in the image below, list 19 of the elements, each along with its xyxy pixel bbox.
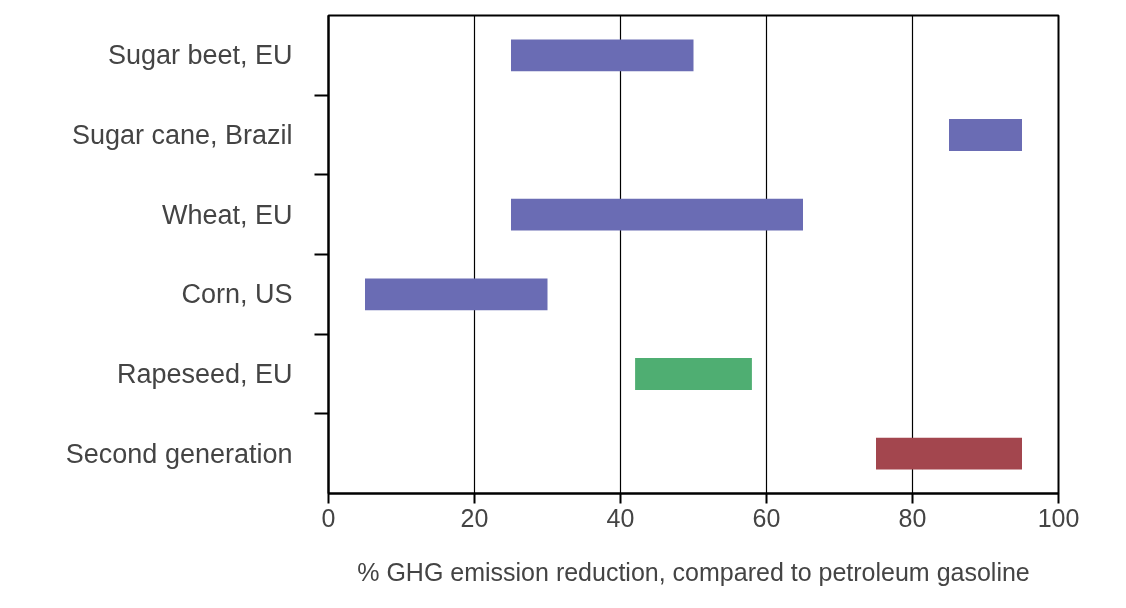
y-tick-label: Sugar cane, Brazil: [71, 120, 293, 150]
y-tick-label: Second generation: [65, 438, 293, 469]
x-tick-label: 60: [752, 503, 781, 532]
x-tick-label: 80: [898, 503, 927, 532]
bar: [511, 39, 694, 72]
x-tick-label: 100: [1037, 503, 1080, 532]
x-axis-title: % GHG emission reduction, compared to petroleum gasoline: [357, 557, 1030, 586]
y-tick-label: Rapeseed, EU: [116, 359, 293, 389]
y-tick-label: Wheat, EU: [161, 199, 293, 230]
bar: [876, 437, 1022, 470]
x-tick-label: 0: [321, 503, 336, 532]
x-tick-label: 20: [460, 503, 489, 532]
x-tick-label: 40: [606, 503, 635, 532]
bar: [365, 278, 548, 311]
y-tick-label: Corn, US: [181, 279, 293, 310]
bar: [511, 198, 803, 231]
y-tick-label: Sugar beet, EU: [107, 40, 293, 71]
bar: [949, 119, 1022, 151]
bar: [635, 358, 752, 390]
